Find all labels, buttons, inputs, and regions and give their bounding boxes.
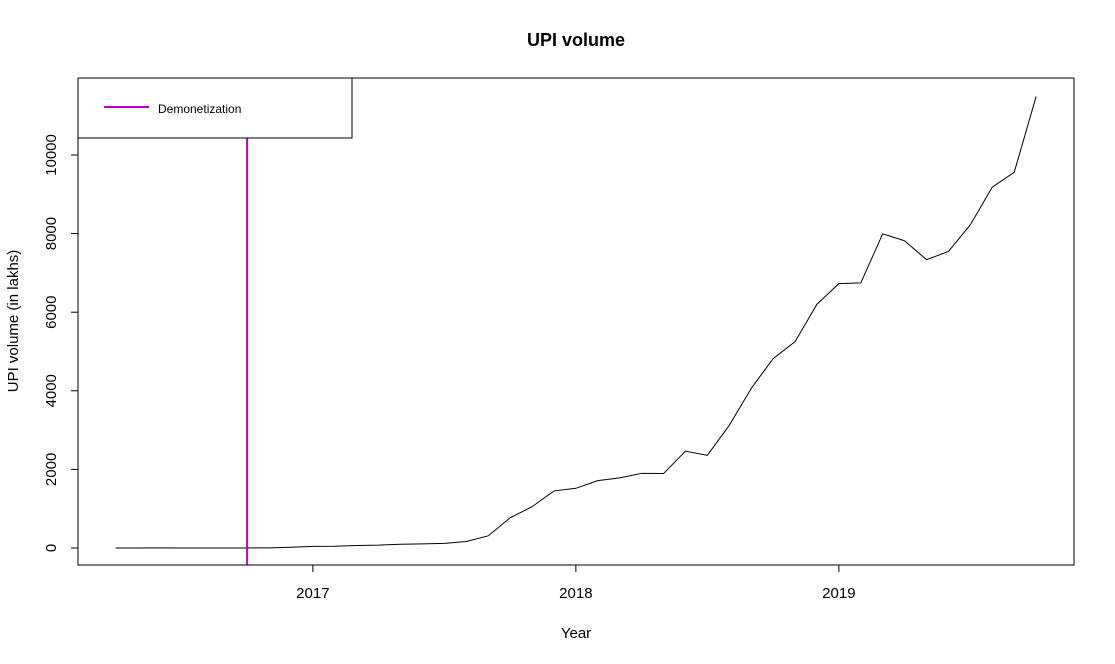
data-line — [115, 96, 1037, 549]
y-tick-label: 6000 — [43, 295, 60, 328]
y-tick-label: 0 — [43, 544, 60, 552]
x-tick-label: 2017 — [296, 585, 329, 602]
x-axis-label: Year — [561, 625, 591, 642]
legend-label: Demonetization — [158, 102, 241, 116]
y-tick-label: 4000 — [43, 374, 60, 407]
chart-title: UPI volume — [527, 30, 625, 50]
y-tick-label: 10000 — [43, 134, 60, 176]
x-tick-label: 2018 — [559, 585, 592, 602]
x-tick-label: 2019 — [822, 585, 855, 602]
plot-box — [77, 77, 1075, 566]
y-tick-label: 8000 — [43, 217, 60, 250]
y-axis-label: UPI volume (in lakhs) — [5, 250, 22, 393]
y-tick-label: 2000 — [43, 453, 60, 486]
